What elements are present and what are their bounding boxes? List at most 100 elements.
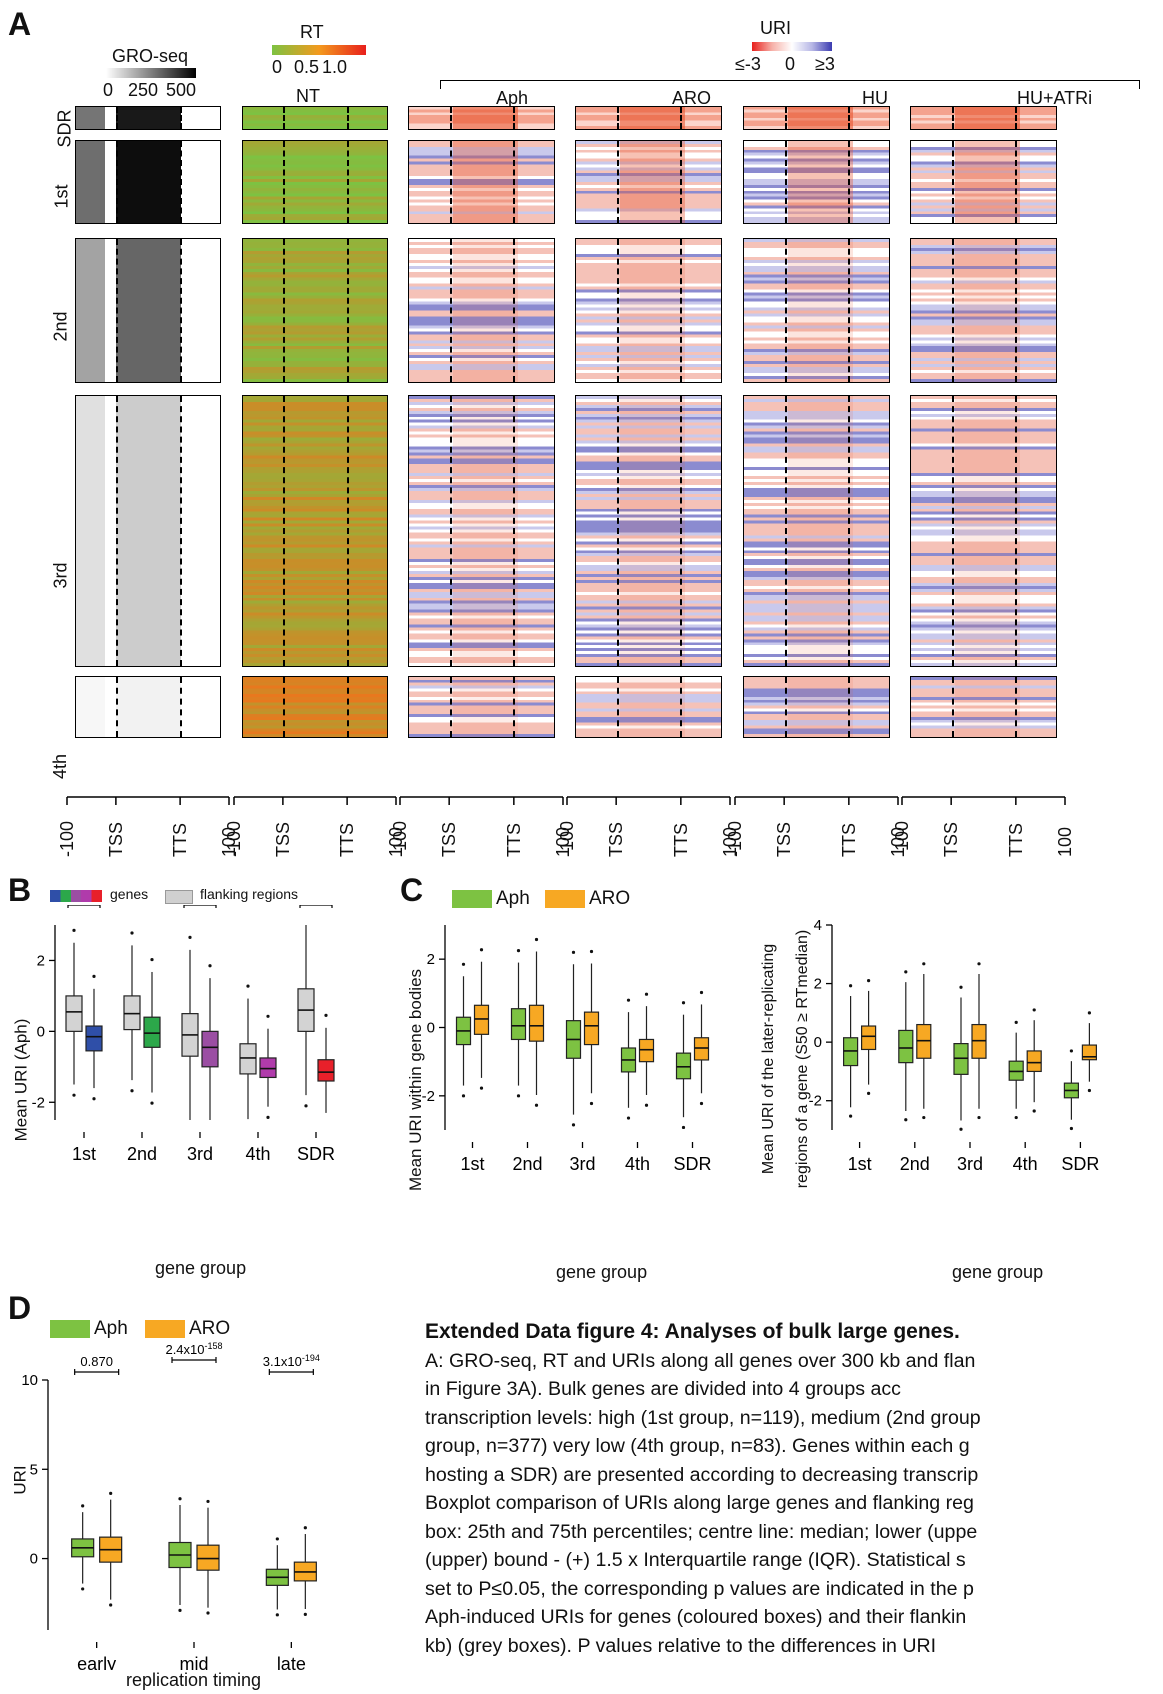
tss-tts-marker — [951, 107, 954, 129]
gro-signal-band — [116, 239, 182, 382]
outlier-point — [1087, 1011, 1091, 1015]
p-value-label: 0.870 — [80, 1354, 113, 1369]
caption-line: Boxplot comparison of URIs along large g… — [425, 1492, 974, 1514]
outlier-point — [130, 1089, 134, 1093]
heatmap-uri-1st — [575, 140, 722, 224]
x-tick-label: -100 — [224, 820, 244, 857]
panel-d-boxplot: 0 5 10 early 0.870 mid 2.4x10-158 late 3.1x10-19… — [21, 1341, 320, 1670]
tss-tts-marker — [784, 239, 787, 382]
x-tick-label: 2nd — [512, 1154, 542, 1174]
heatmap-gro-3rd — [75, 395, 221, 667]
condition-aph: Aph — [496, 88, 529, 108]
uri-gene-body-signal — [619, 396, 685, 666]
tss-tts-marker — [283, 141, 286, 223]
tss-tts-marker — [346, 396, 349, 666]
box-Aph — [510, 1008, 527, 1041]
tss-tts-marker — [951, 396, 954, 666]
outlier-point — [303, 1612, 307, 1616]
outlier-point — [479, 948, 484, 952]
outlier-point — [130, 931, 134, 935]
uri-tick-low: ≤-3 — [735, 54, 761, 74]
box-genes — [143, 1016, 161, 1048]
condition-aro: ARO — [672, 88, 712, 108]
gro-signal-band — [116, 396, 182, 666]
outlier-point — [977, 962, 981, 966]
outlier-point — [534, 1103, 539, 1107]
tss-tts-marker — [616, 141, 619, 223]
gro-flank-band — [76, 107, 105, 129]
legend-d-aph-swatch — [50, 1320, 90, 1338]
heatmap-uri-2nd — [575, 238, 722, 383]
outlier-point — [516, 1094, 521, 1098]
panel-c-left-boxplot: -2021st1.2x10-62nd0.05633rd2.4x10-154th2… — [422, 925, 712, 1174]
outlier-point — [324, 1013, 328, 1018]
panel-d-xlabel: replication timing — [126, 1670, 262, 1690]
legend-d-aro-label: ARO — [189, 1318, 231, 1339]
panel-c-left-xlabel: gene group — [556, 1262, 648, 1282]
tss-tts-marker — [848, 107, 851, 129]
legend-d-aro-swatch — [145, 1320, 185, 1338]
outlier-point — [849, 1114, 853, 1118]
heatmap-uri-2nd — [910, 238, 1057, 383]
tss-tts-marker — [116, 239, 119, 382]
outlier-point — [904, 1118, 908, 1122]
caption-line: Aph-induced URIs for genes (coloured box… — [425, 1606, 967, 1628]
x-tick-label: TSS — [105, 821, 126, 857]
outlier-point — [699, 1101, 704, 1106]
gro-flank-band — [76, 396, 105, 666]
heatmap-uri-4th — [408, 676, 555, 738]
tss-tts-marker — [784, 396, 787, 666]
heatmap-uri-3rd — [743, 395, 890, 667]
tss-tts-marker — [784, 107, 787, 129]
uri-gene-body-signal — [619, 677, 685, 737]
uri-gene-body-signal — [954, 239, 1020, 382]
outlier-point — [681, 1125, 686, 1130]
y-tick-label: -2 — [422, 1088, 435, 1105]
tss-tts-marker — [680, 141, 683, 223]
tss-tts-marker — [283, 107, 286, 129]
y-tick-label: 10 — [21, 1372, 38, 1389]
outlier-point — [959, 985, 963, 989]
tss-tts-marker — [179, 396, 182, 666]
x-tick-label: late — [277, 1654, 306, 1670]
uri-gene-body-signal — [954, 141, 1020, 223]
tss-tts-marker — [616, 107, 619, 129]
tss-tts-marker — [449, 107, 452, 129]
x-tick-label: 1st — [460, 1154, 484, 1174]
outlier-point — [304, 1104, 308, 1108]
tss-tts-marker — [346, 141, 349, 223]
tss-tts-marker — [179, 677, 182, 737]
outlier-point — [1069, 1049, 1073, 1053]
gro-signal-band — [116, 107, 182, 129]
box-genes — [85, 1025, 103, 1052]
tss-tts-marker — [283, 396, 286, 666]
outlier-point — [571, 1123, 576, 1127]
uri-colorbar — [752, 42, 832, 51]
tss-tts-marker — [346, 677, 349, 737]
outlier-point — [303, 1526, 307, 1530]
gro-seq-colorbar — [106, 68, 196, 78]
tss-tts-marker — [784, 141, 787, 223]
outlier-point — [1032, 1109, 1036, 1113]
x-tick-label: -100 — [725, 820, 745, 857]
heatmap-uri-sdr — [910, 106, 1057, 130]
x-tick-label: TTS — [1005, 823, 1026, 857]
gro-signal-band — [116, 677, 182, 737]
tss-tts-marker — [179, 141, 182, 223]
uri-tick-high: ≥3 — [815, 54, 835, 74]
panel-c-right-xlabel: gene group — [952, 1262, 1044, 1282]
legend-aph-label: Aph — [496, 888, 530, 909]
gro-tick-0: 0 — [103, 80, 114, 100]
gro-tick-500: 500 — [166, 80, 197, 100]
uri-gene-body-signal — [787, 107, 853, 129]
heatmap-uri-4th — [910, 676, 1057, 738]
caption-line: in Figure 3A). Bulk genes are divided in… — [425, 1378, 901, 1400]
uri-gene-body-signal — [787, 396, 853, 666]
heatmap-uri-sdr — [575, 106, 722, 130]
x-tick-label: 4th — [1013, 1154, 1038, 1174]
condition-hu-atri: HU+ATRi — [1017, 88, 1093, 108]
outlier-point — [644, 992, 649, 996]
tss-tts-marker — [1015, 239, 1018, 382]
legend-aro-label: ARO — [589, 888, 631, 909]
outlier-point — [206, 1611, 210, 1615]
